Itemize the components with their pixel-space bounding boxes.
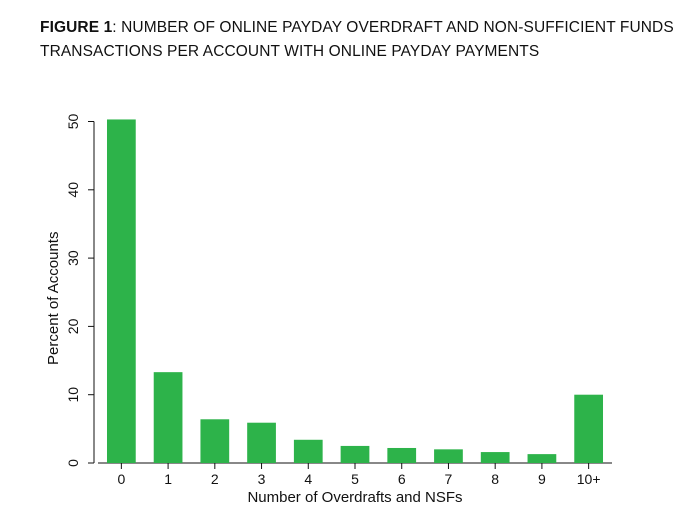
bars bbox=[106, 119, 604, 464]
bar-10-plus bbox=[574, 394, 604, 463]
x-tick-label: 5 bbox=[351, 471, 359, 487]
bar-8 bbox=[480, 452, 510, 463]
y-axis: 0 10 20 30 40 50 bbox=[65, 114, 95, 467]
bar-7 bbox=[434, 449, 463, 463]
x-tick-label: 3 bbox=[258, 471, 266, 487]
bar-2 bbox=[200, 419, 230, 463]
x-tick-label: 2 bbox=[211, 471, 219, 487]
bar-9 bbox=[527, 454, 557, 463]
x-tick-label: 7 bbox=[445, 471, 453, 487]
x-tick-label: 10+ bbox=[577, 471, 601, 487]
figure-label: FIGURE 1 bbox=[40, 19, 113, 36]
y-tick-label: 0 bbox=[65, 459, 81, 467]
figure-title: FIGURE 1: NUMBER OF ONLINE PAYDAY OVERDR… bbox=[40, 16, 680, 64]
y-tick-label: 10 bbox=[65, 387, 81, 403]
x-axis-label: Number of Overdrafts and NSFs bbox=[247, 489, 462, 506]
x-tick-label: 4 bbox=[304, 471, 312, 487]
bar-0 bbox=[106, 119, 136, 464]
x-tick-label: 0 bbox=[117, 471, 125, 487]
x-axis: 0 1 2 3 4 5 6 7 8 9 10+ bbox=[98, 462, 612, 487]
bar-4 bbox=[293, 439, 323, 463]
x-tick-label: 8 bbox=[491, 471, 499, 487]
figure-label-separator: : bbox=[112, 19, 117, 36]
bar-3 bbox=[247, 422, 276, 463]
x-tick-label: 1 bbox=[164, 471, 172, 487]
y-axis-label: Percent of Accounts bbox=[45, 232, 62, 365]
x-tick-label: 9 bbox=[538, 471, 546, 487]
y-tick-label: 40 bbox=[65, 182, 81, 198]
bar-1 bbox=[153, 372, 183, 463]
x-tick-label: 6 bbox=[398, 471, 406, 487]
bar-5 bbox=[340, 445, 370, 463]
figure-title-text: NUMBER OF ONLINE PAYDAY OVERDRAFT AND NO… bbox=[40, 19, 674, 60]
y-tick-label: 20 bbox=[65, 318, 81, 334]
y-tick-label: 50 bbox=[65, 114, 81, 130]
bar-6 bbox=[387, 447, 417, 463]
y-tick-label: 30 bbox=[65, 250, 81, 266]
